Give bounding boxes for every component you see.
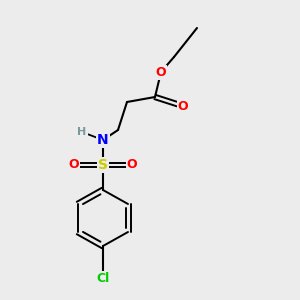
Text: N: N — [97, 133, 109, 147]
Text: O: O — [69, 158, 79, 172]
Text: S: S — [98, 158, 108, 172]
Text: O: O — [156, 65, 166, 79]
Text: O: O — [127, 158, 137, 172]
Text: H: H — [77, 127, 87, 137]
Text: O: O — [178, 100, 188, 112]
Text: Cl: Cl — [96, 272, 110, 284]
